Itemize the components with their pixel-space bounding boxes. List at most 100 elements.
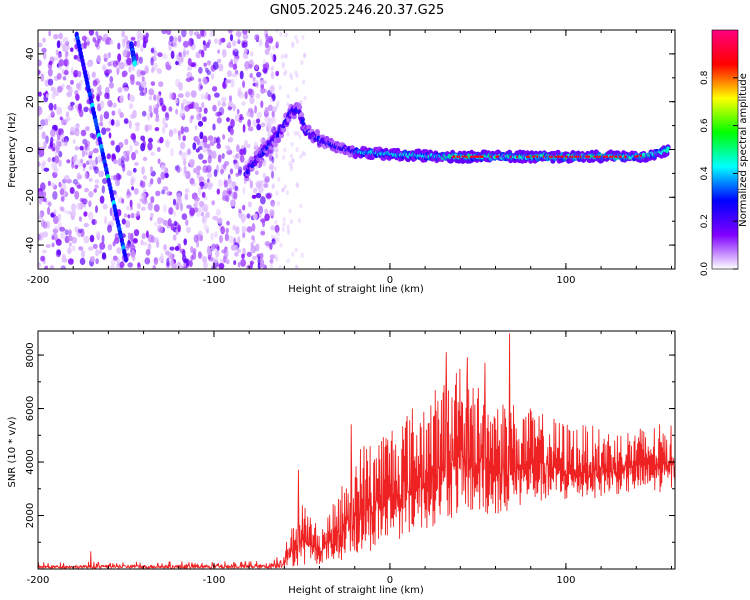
noise-blob bbox=[269, 85, 276, 94]
noise-blob bbox=[216, 58, 222, 64]
noise-blob bbox=[232, 181, 237, 187]
noise-blob bbox=[81, 198, 88, 205]
noise-blob bbox=[123, 87, 129, 92]
snr-ylabel: SNR (10 * v/v) bbox=[7, 416, 18, 487]
y-tick-label: 0 bbox=[25, 146, 36, 152]
spectrogram-ylabel: Frequency (Hz) bbox=[7, 112, 18, 188]
noise-blob bbox=[201, 191, 206, 198]
noise-blob bbox=[233, 244, 239, 252]
noise-blob bbox=[164, 172, 169, 179]
noise-blob bbox=[290, 141, 294, 147]
noise-blob bbox=[119, 261, 125, 268]
noise-blob bbox=[289, 153, 294, 159]
noise-blob bbox=[122, 39, 126, 48]
noise-blob bbox=[56, 40, 61, 49]
noise-blob bbox=[140, 79, 147, 88]
noise-blob bbox=[270, 225, 275, 231]
noise-blob bbox=[239, 148, 245, 156]
noise-blob bbox=[242, 30, 248, 35]
noise-blob bbox=[109, 220, 114, 226]
noise-blob bbox=[133, 40, 138, 47]
noise-blob bbox=[265, 33, 269, 42]
noise-blob bbox=[80, 249, 86, 259]
noise-blob bbox=[38, 70, 41, 75]
noise-blob bbox=[215, 243, 220, 250]
noise-blob bbox=[188, 103, 194, 109]
noise-blob bbox=[286, 258, 290, 264]
noise-blob bbox=[49, 141, 53, 148]
noise-blob bbox=[271, 202, 275, 208]
noise-blob bbox=[282, 187, 286, 193]
noise-blob bbox=[294, 70, 298, 76]
noise-blob bbox=[254, 170, 259, 175]
noise-blob bbox=[216, 143, 221, 149]
noise-blob bbox=[185, 91, 191, 98]
noise-blob bbox=[270, 86, 274, 92]
noise-blob bbox=[189, 76, 195, 81]
noise-blob bbox=[51, 147, 56, 152]
noise-blob bbox=[181, 152, 187, 161]
noise-blob bbox=[260, 159, 267, 164]
noise-blob bbox=[202, 159, 208, 164]
noise-blob bbox=[101, 234, 105, 244]
noise-blob bbox=[233, 191, 238, 200]
noise-blob bbox=[211, 150, 217, 160]
noise-blob bbox=[41, 131, 46, 140]
noise-blob bbox=[262, 67, 268, 73]
noise-blob bbox=[40, 182, 46, 191]
noise-blob bbox=[184, 193, 189, 201]
noise-blob bbox=[271, 170, 274, 179]
noise-blob bbox=[248, 107, 254, 115]
noise-blob bbox=[260, 196, 266, 205]
noise-blob bbox=[252, 255, 257, 261]
noise-blob bbox=[139, 91, 145, 96]
x-tick-label: 0 bbox=[387, 275, 393, 286]
noise-blob bbox=[150, 57, 154, 66]
noise-blob bbox=[255, 181, 261, 190]
noise-blob bbox=[157, 52, 163, 58]
noise-blob bbox=[163, 244, 168, 251]
noise-blob bbox=[283, 71, 287, 77]
noise-blob bbox=[103, 111, 110, 120]
noise-blob bbox=[42, 51, 47, 60]
noise-blob bbox=[134, 149, 139, 155]
noise-blob bbox=[189, 177, 195, 185]
noise-blob bbox=[228, 61, 234, 68]
noise-blob bbox=[222, 134, 226, 140]
noise-blob bbox=[212, 104, 217, 112]
noise-blob bbox=[147, 243, 152, 251]
noise-blob bbox=[274, 253, 278, 259]
noise-blob bbox=[180, 125, 184, 135]
noise-blob bbox=[63, 209, 69, 214]
noise-blob bbox=[151, 68, 154, 74]
noise-blob bbox=[295, 147, 299, 153]
noise-blob bbox=[168, 207, 174, 215]
noise-blob bbox=[168, 45, 173, 51]
noise-blob bbox=[42, 37, 46, 43]
noise-blob bbox=[247, 143, 251, 149]
noise-blob bbox=[53, 103, 57, 111]
noise-blob bbox=[74, 146, 80, 151]
noise-blob bbox=[116, 247, 122, 255]
noise-blob bbox=[117, 174, 122, 180]
noise-blob bbox=[173, 220, 178, 227]
noise-blob bbox=[117, 87, 123, 93]
noise-blob bbox=[202, 215, 206, 223]
noise-blob bbox=[239, 154, 245, 163]
noise-blob bbox=[48, 60, 53, 66]
noise-blob bbox=[48, 102, 54, 111]
noise-blob bbox=[64, 229, 69, 236]
noise-blob bbox=[287, 230, 291, 236]
colorbar-label: Normalized spectral amplitude bbox=[738, 73, 749, 227]
y-tick-label: 20 bbox=[25, 95, 36, 108]
noise-blob bbox=[38, 198, 42, 205]
ridge-point bbox=[281, 126, 287, 133]
noise-blob bbox=[53, 215, 59, 225]
y-tick-label: 4000 bbox=[25, 449, 36, 474]
y-tick-label: 2000 bbox=[25, 503, 36, 528]
noise-blob bbox=[260, 231, 266, 236]
noise-blob bbox=[66, 159, 71, 164]
noise-blob bbox=[107, 99, 113, 108]
noise-blob bbox=[232, 104, 236, 112]
noise-blob bbox=[203, 224, 210, 231]
